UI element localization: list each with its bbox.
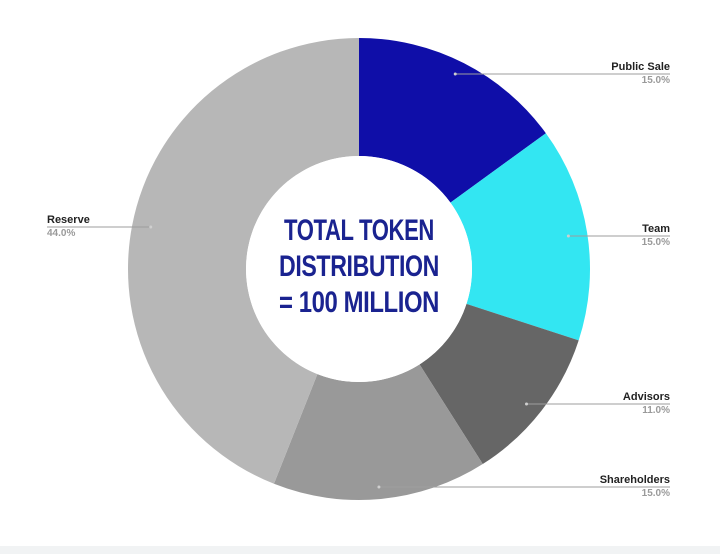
bottom-strip [0,546,720,554]
center-title: TOTAL TOKEN DISTRIBUTION = 100 MILLION [279,214,440,319]
leader-lines-group [47,72,670,489]
slices-group [127,38,590,500]
slice-advisors [419,303,579,465]
slice-team [450,133,590,341]
leader-dot-public-sale [453,72,457,76]
leader-dot-shareholders [377,485,381,489]
leader-dot-advisors [525,402,529,406]
slice-label-shareholders: Shareholders [600,474,670,486]
slice-public-sale [359,38,546,203]
slice-value-reserve: 44.0% [47,228,75,239]
slice-label-team: Team [642,223,670,235]
slice-reserve [127,38,360,484]
donut-hole [246,156,472,382]
slice-label-public-sale: Public Sale [611,61,670,73]
leader-dot-reserve [149,225,153,229]
labels-group: Public Sale 15.0% Team 15.0% Advisors 11.0% Sh… [47,61,670,499]
slice-label-advisors: Advisors [623,391,670,403]
slice-value-advisors: 11.0% [642,405,670,416]
leader-dot-team [566,234,570,238]
slice-label-reserve: Reserve [47,214,90,226]
center-title-line-3: = 100 MILLION [279,286,439,319]
slice-shareholders [273,364,483,500]
center-title-line-1: TOTAL TOKEN [284,214,434,247]
center-title-line-2: DISTRIBUTION [279,250,439,283]
slice-value-public-sale: 15.0% [642,75,670,86]
slice-value-team: 15.0% [642,237,670,248]
slice-value-shareholders: 15.0% [642,488,670,499]
